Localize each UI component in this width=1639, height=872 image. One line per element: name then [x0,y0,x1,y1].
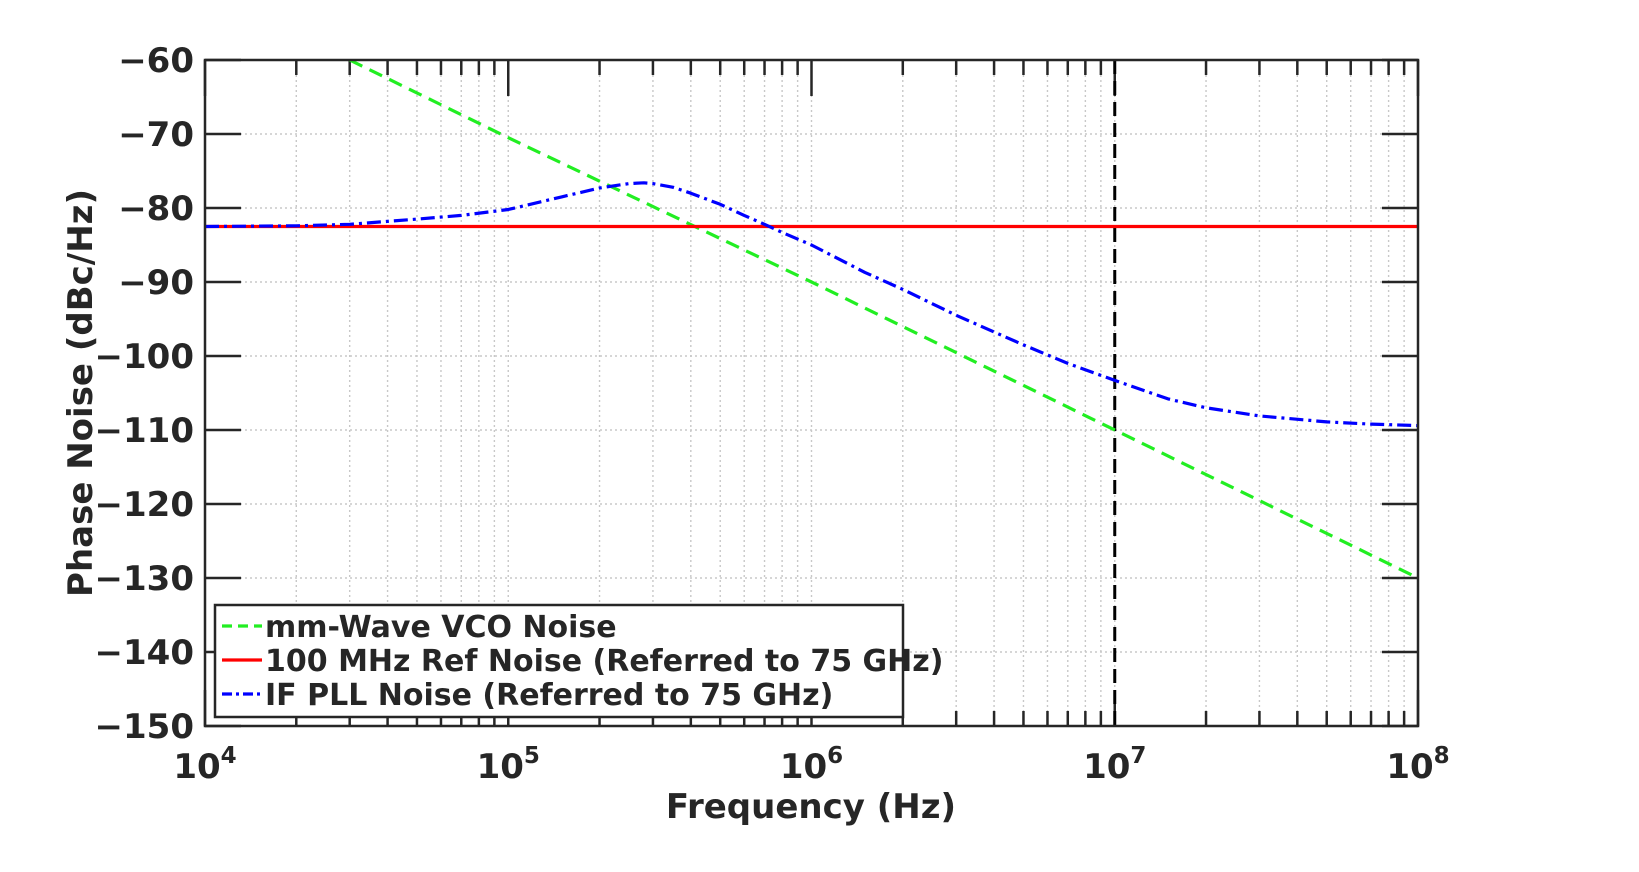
x-tick-label-exponent: 6 [827,743,843,769]
x-tick-label: 107 [1083,743,1146,787]
y-tick-label: −150 [95,707,194,747]
x-tick-label: 105 [477,743,540,787]
y-tick-label: −100 [95,337,194,377]
x-tick-labels: 104 105 106 107 108 [173,743,1449,787]
y-tick-labels: −60 −70 −80 −90 −100 −110 −120 −130 −140 −150 [95,41,194,747]
x-tick-label-exponent: 8 [1434,743,1450,769]
y-tick-label: −120 [95,485,194,525]
x-tick-label-base: 10 [780,747,827,787]
series-layer [205,60,1418,726]
legend-label: IF PLL Noise (Referred to 75 GHz) [265,678,833,713]
x-tick-label: 106 [780,743,843,787]
y-axis-label: Phase Noise (dBc/Hz) [61,189,101,597]
axis-ticks [203,58,1420,728]
legend-label: 100 MHz Ref Noise (Referred to 75 GHz) [265,644,943,679]
x-axis-label: Frequency (Hz) [666,787,956,827]
x-tick-label-base: 10 [1386,747,1433,787]
x-tick-label: 108 [1386,743,1449,787]
series-line-1 [348,60,1418,580]
x-tick-label-base: 10 [477,747,524,787]
y-tick-label: −80 [118,189,194,229]
y-tick-label: −140 [95,633,194,673]
x-tick-label-base: 10 [173,747,220,787]
x-tick-label-base: 10 [1083,747,1130,787]
legend-label: mm-Wave VCO Noise [265,610,617,645]
y-tick-label: −70 [118,115,194,155]
x-tick-label: 104 [173,743,236,787]
y-tick-label: −110 [95,411,194,451]
y-tick-label: −60 [118,41,194,81]
y-tick-label: −90 [118,263,194,303]
plot-frame [203,58,1420,728]
x-tick-label-exponent: 4 [221,743,237,769]
series-line-3 [205,181,1418,428]
y-tick-label: −130 [95,559,194,599]
x-tick-label-exponent: 7 [1130,743,1146,769]
legend-box [213,603,905,719]
x-tick-label-exponent: 5 [524,743,540,769]
